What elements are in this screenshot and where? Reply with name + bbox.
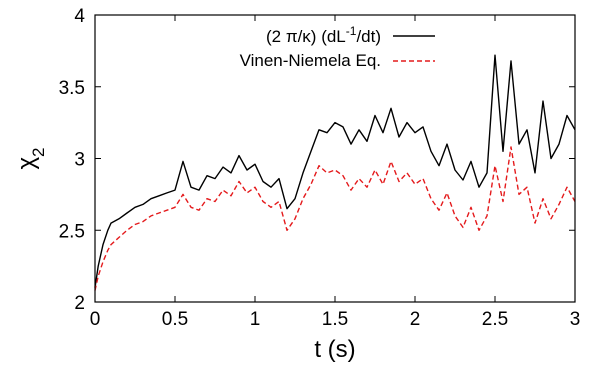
- x-tick-label: 2: [410, 309, 421, 330]
- y-tick-label: 3: [74, 150, 85, 171]
- y-tick-label: 4: [74, 6, 85, 27]
- y-tick-label: 2: [74, 293, 85, 314]
- y-tick-label: 3.5: [59, 78, 85, 99]
- series-line-2: [94, 146, 576, 291]
- x-axis-label: t (s): [314, 336, 355, 363]
- y-axis-label: χ2: [13, 147, 48, 169]
- ticks-layer: 0 0.5 1 1.5 2 2.5 3 2 2.5 3 3.5 4: [59, 6, 581, 330]
- x-tick-label: 0.5: [162, 309, 188, 330]
- legend-label-vinen-niemela: Vinen-Niemela Eq.: [240, 51, 381, 70]
- x-tick-label: 2.5: [482, 309, 508, 330]
- x-tick-label: 1.5: [322, 309, 348, 330]
- series-line-1: [94, 54, 576, 288]
- series-layer: [94, 54, 576, 291]
- x-tick-label: 3: [570, 309, 581, 330]
- legend: (2 π/κ) (dL-1/dt) Vinen-Niemela Eq.: [240, 24, 435, 70]
- x-tick-label: 0: [90, 309, 101, 330]
- x-tick-label: 1: [250, 309, 261, 330]
- legend-label-measured: (2 π/κ) (dL-1/dt): [266, 24, 381, 46]
- y-tick-label: 2.5: [59, 221, 85, 242]
